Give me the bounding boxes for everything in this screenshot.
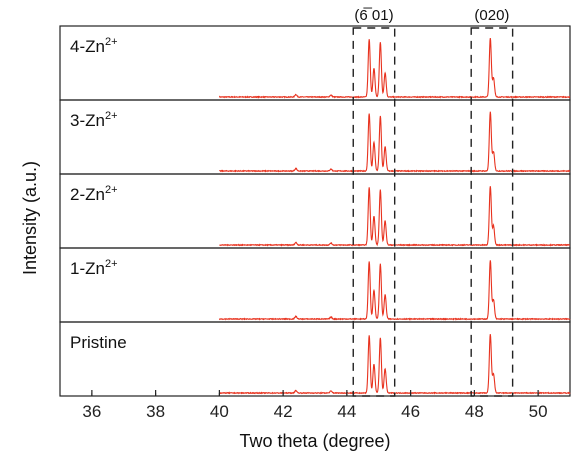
dashed-boxes: (6̅ 01) (020)	[352, 7, 514, 397]
x-tick-label: 50	[529, 402, 548, 421]
panel-frame	[59, 99, 571, 175]
panel-label-text: 4-Zn	[70, 37, 105, 56]
panel-label-superscript: 2+	[105, 258, 118, 270]
panel-label-text: 2-Zn	[70, 185, 105, 204]
panel-frame	[59, 247, 571, 323]
x-tick-label: 42	[274, 402, 293, 421]
panel-label-text: Pristine	[70, 333, 127, 352]
panel-label-superscript: 2+	[105, 184, 118, 196]
panel: 3-Zn2+	[59, 99, 571, 175]
panel-label: 1-Zn2+	[70, 258, 118, 278]
peak-annotation: (6̅ 01)	[354, 7, 393, 24]
panel-label-text: 1-Zn	[70, 259, 105, 278]
xrd-trace	[218, 260, 571, 321]
x-tick-label: 40	[210, 402, 229, 421]
peak-region-box	[352, 27, 396, 397]
panel-label: 2-Zn2+	[70, 184, 118, 204]
peak-annotation: (020)	[474, 7, 509, 24]
panel-label: 4-Zn2+	[70, 36, 118, 56]
y-axis-title: Intensity (a.u.)	[20, 161, 40, 275]
panel: 4-Zn2+	[59, 25, 571, 101]
panel: Pristine	[59, 321, 571, 397]
x-tick-label: 48	[465, 402, 484, 421]
panel-frame	[59, 173, 571, 249]
panel-frame	[59, 25, 571, 101]
x-tick-label: 46	[401, 402, 420, 421]
panel-label: 3-Zn2+	[70, 110, 118, 130]
x-tick-label: 44	[337, 402, 356, 421]
x-tick-label: 36	[82, 402, 101, 421]
panel: 2-Zn2+	[59, 173, 571, 249]
peak-region-box	[470, 27, 514, 397]
panel-frame	[59, 321, 571, 397]
panel-label-superscript: 2+	[105, 36, 118, 48]
xrd-trace	[218, 38, 571, 99]
x-axis: 36 38 40 42 44 46 48 50	[82, 390, 548, 421]
panel-label-text: 3-Zn	[70, 111, 105, 130]
panel-label-superscript: 2+	[105, 110, 118, 122]
panels-layer: 4-Zn2+3-Zn2+2-Zn2+1-Zn2+Pristine	[59, 25, 571, 397]
x-tick-label: 38	[146, 402, 165, 421]
x-axis-title: Two theta (degree)	[239, 431, 390, 451]
panel: 1-Zn2+	[59, 247, 571, 323]
panel-label: Pristine	[70, 333, 127, 352]
